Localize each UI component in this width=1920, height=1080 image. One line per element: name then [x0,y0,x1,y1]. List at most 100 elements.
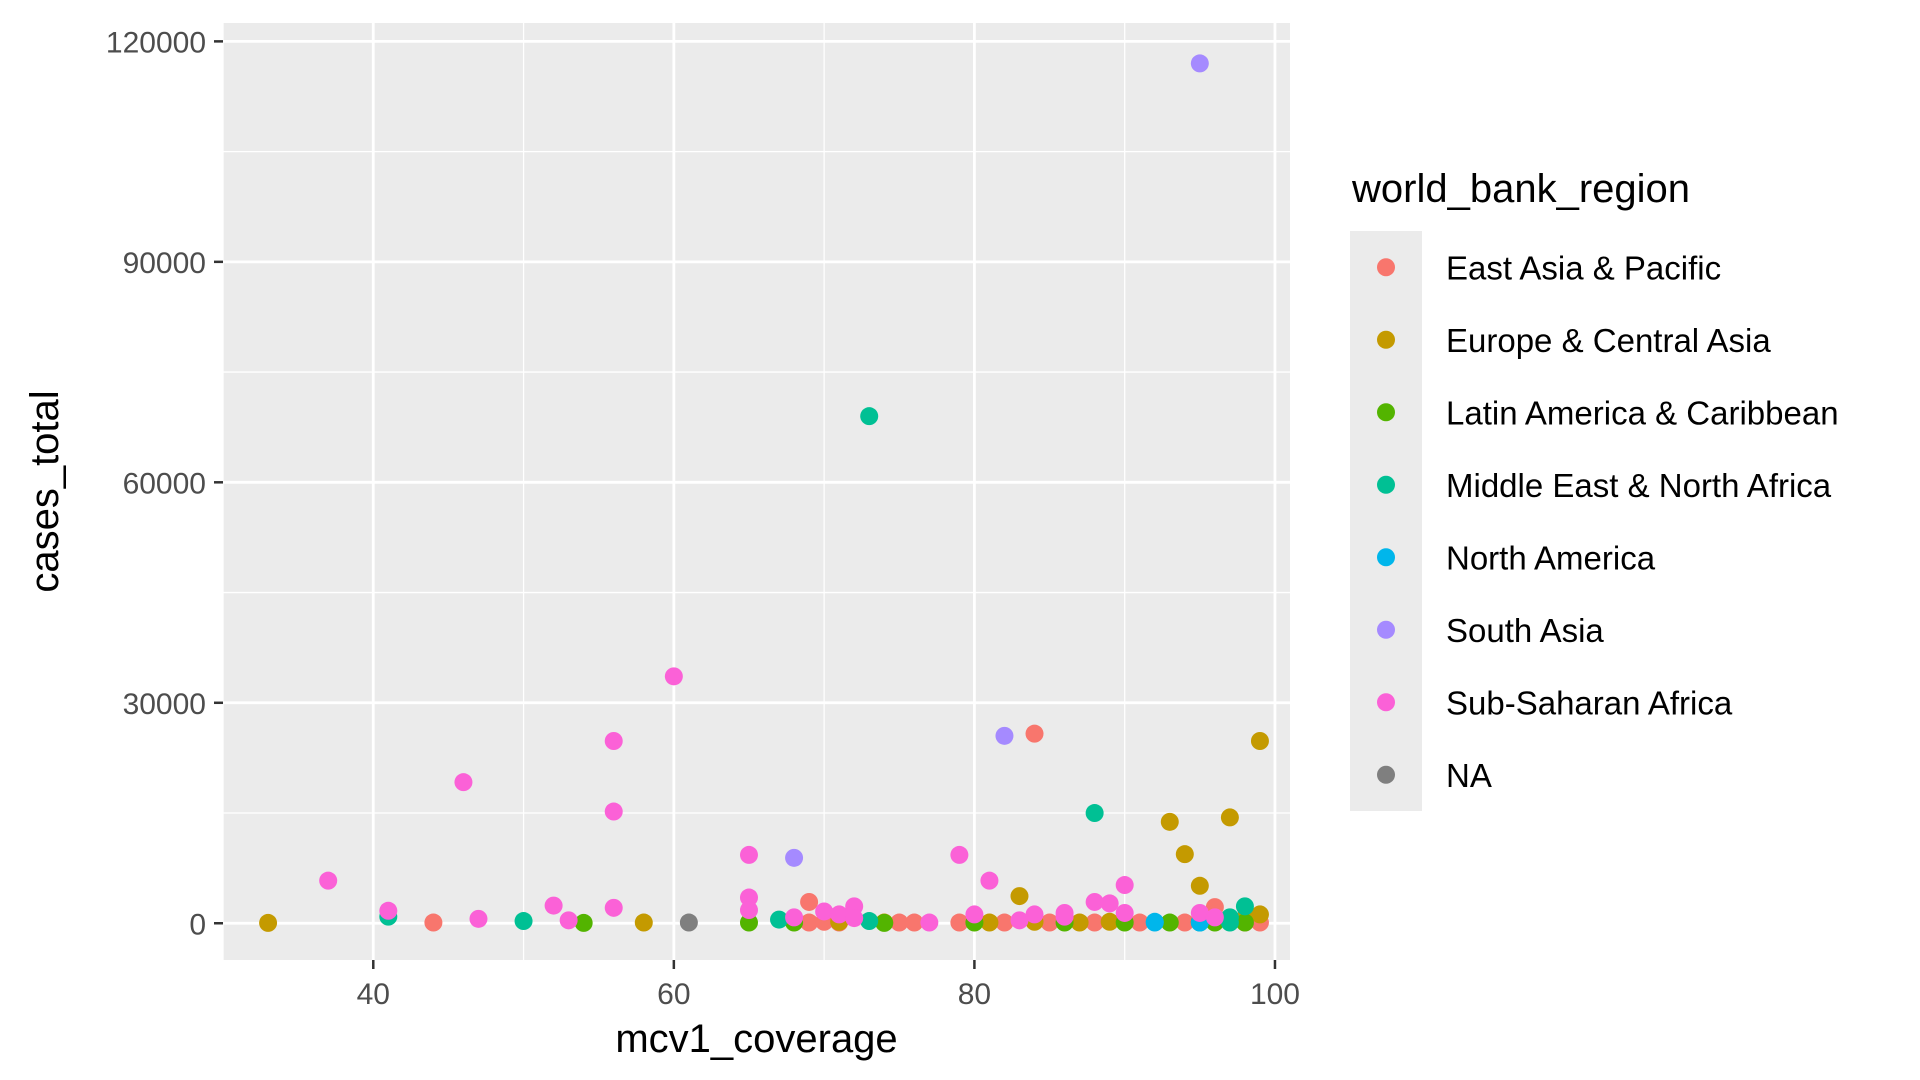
data-point [860,912,879,931]
legend-label: Sub-Saharan Africa [1446,684,1733,721]
legend-label: Middle East & North Africa [1446,467,1832,504]
data-point [830,905,849,924]
data-point [1025,724,1044,743]
data-point [920,913,939,932]
data-point [424,913,443,932]
data-point [739,888,758,907]
legend-label: Europe & Central Asia [1446,322,1771,359]
data-point [1160,913,1179,932]
data-point [1115,903,1134,922]
data-point [1055,907,1074,926]
data-point [1235,897,1254,916]
data-point [995,913,1014,932]
data-point [1235,913,1254,932]
data-point [905,913,924,932]
data-point [559,911,578,930]
data-point [1130,913,1149,932]
legend-key [1377,548,1395,567]
legend-key [1377,403,1395,422]
legend-label: Latin America & Caribbean [1446,394,1839,431]
data-point [1175,845,1194,864]
data-point [1070,913,1089,932]
legend-key [1377,258,1395,277]
data-point [860,407,879,426]
data-point [544,896,563,915]
data-point [604,731,623,750]
data-point [875,913,894,932]
x-tick-label: 40 [357,978,390,1011]
data-point [664,667,683,686]
y-axis-title: cases_total [23,390,67,592]
data-point [1205,908,1224,927]
legend-items: East Asia & Pacific Europe & Central Asia… [1377,249,1839,794]
data-point [739,845,758,864]
data-point [634,913,653,932]
data-point [980,871,999,890]
data-point [1040,913,1059,932]
legend: world_bank_region East Asia & Pacific Eur… [1350,167,1839,811]
legend-key [1377,765,1395,784]
data-point [469,909,488,928]
legend-label: NA [1446,757,1492,794]
data-point [1145,913,1164,932]
data-point [1220,908,1239,927]
data-point [1190,876,1209,895]
data-point [800,892,819,911]
data-point [379,901,398,920]
data-point [770,910,789,929]
data-point [950,913,969,932]
data-point [604,898,623,917]
data-point [259,913,278,932]
data-point [800,913,819,932]
data-point [1190,903,1209,922]
legend-key [1377,475,1395,494]
legend-key [1377,330,1395,349]
x-tick-label: 80 [958,978,991,1011]
data-point [815,902,834,921]
legend-title: world_bank_region [1351,167,1690,211]
data-point [1085,892,1104,911]
data-point [950,845,969,864]
data-point [319,871,338,890]
legend-key [1377,620,1395,639]
data-point [1250,905,1269,924]
x-axis-title: mcv1_coverage [615,1017,897,1061]
y-tick-label: 60000 [123,467,206,500]
y-tick-label: 90000 [123,247,206,280]
data-point [785,848,804,867]
data-point [995,726,1014,745]
data-point [739,901,758,920]
data-point [1220,808,1239,827]
legend-label: North America [1446,539,1656,576]
data-point [1115,876,1134,895]
data-point [1085,804,1104,823]
data-point [1025,905,1044,924]
data-point [739,913,758,932]
data-point [890,913,909,932]
y-tick-label: 30000 [123,688,206,721]
data-point [1175,913,1194,932]
data-point [845,909,864,928]
data-point [1085,913,1104,932]
data-point [1010,887,1029,906]
y-axis: 0 30000 60000 90000 120000 [106,26,223,941]
legend-label: South Asia [1446,612,1604,649]
data-point [604,802,623,821]
data-point [514,912,533,931]
data-point [1100,894,1119,913]
legend-key [1377,693,1395,712]
data-point [965,905,984,924]
minor-gridlines [222,23,1290,960]
plot-panel [223,23,1290,960]
data-point [454,773,473,792]
data-point [1010,911,1029,930]
data-point [1160,812,1179,831]
data-point [1250,731,1269,750]
data-point [785,908,804,927]
data-points [259,54,1269,932]
legend-key-background [1350,231,1422,811]
data-point [1100,912,1119,931]
x-axis: 40 60 80 100 [357,960,1300,1011]
data-point [679,913,698,932]
